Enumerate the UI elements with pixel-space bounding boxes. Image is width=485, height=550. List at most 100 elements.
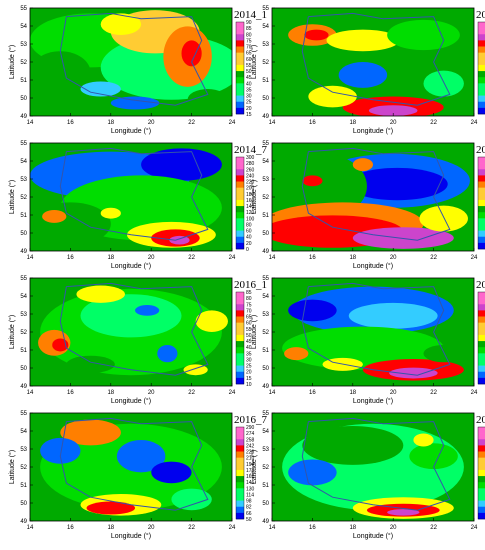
colorbar-label: 258 (246, 437, 255, 443)
colorbar-swatch (236, 83, 244, 90)
colorbar-swatch (478, 218, 485, 225)
map-field (272, 147, 470, 249)
colorbar-label: 98 (246, 499, 252, 505)
field-region (169, 235, 190, 245)
y-tick-label: 54 (262, 159, 269, 165)
colorbar-label: 100 (246, 216, 255, 222)
x-tick-label: 22 (188, 525, 195, 531)
x-tick-label: 18 (107, 525, 114, 531)
colorbar-swatch (236, 58, 244, 66)
colorbar-swatch (236, 451, 244, 458)
colorbar-swatch (478, 427, 485, 434)
colorbar-label: 140 (246, 204, 255, 210)
colorbar-label: 70 (246, 45, 252, 51)
colorbar-swatch (478, 83, 485, 90)
map-field (40, 417, 222, 516)
map-panel-2016_7: 14 16 18 20 22 24 49 50 51 52 53 54 55 Longitude (°) L… (8, 411, 268, 540)
y-tick-label: 53 (20, 447, 27, 453)
colorbar-swatch (236, 322, 244, 330)
colorbar-label: 226 (246, 450, 255, 456)
colorbar-swatch (478, 163, 485, 170)
y-tick-label: 50 (262, 231, 269, 237)
field-region (338, 62, 388, 88)
colorbar-label: 65 (246, 315, 252, 321)
field-region (419, 205, 468, 232)
y-tick-label: 50 (20, 366, 27, 372)
colorbar-swatch (236, 187, 244, 195)
colorbar-swatch (236, 52, 244, 60)
colorbar-label: 82 (246, 505, 252, 511)
x-tick-label: 20 (390, 390, 397, 396)
colorbar-swatch (478, 292, 485, 299)
colorbar-swatch (236, 199, 244, 207)
x-axis-label: Longitude (°) (111, 262, 151, 270)
x-tick-label: 24 (229, 255, 236, 261)
colorbar-swatch (236, 101, 244, 109)
colorbar-swatch (236, 304, 244, 311)
colorbar-label: 240 (246, 173, 255, 179)
x-axis-label: Longitude (°) (111, 532, 151, 540)
colorbar-swatch (236, 457, 244, 465)
y-tick-label: 54 (20, 159, 27, 165)
colorbar-swatch (236, 310, 244, 317)
colorbar-swatch (236, 236, 244, 244)
field-region (368, 105, 418, 116)
colorbar-swatch (478, 451, 485, 458)
field-region (86, 501, 136, 515)
colorbar-label: 80 (246, 222, 252, 228)
field-region (423, 344, 464, 363)
map-panel-2016_4: 14 16 18 20 22 24 49 50 51 52 53 54 55 Longitude (°) L… (250, 276, 485, 405)
colorbar-swatch (478, 95, 485, 103)
colorbar-swatch (478, 22, 485, 29)
x-tick-label: 24 (471, 390, 478, 396)
colorbar-label: 178 (246, 468, 255, 474)
x-tick-label: 18 (107, 390, 114, 396)
y-tick-label: 49 (262, 519, 269, 525)
y-tick-label: 51 (262, 483, 269, 489)
colorbar-swatch (478, 101, 485, 109)
colorbar-label: 90 (246, 20, 252, 26)
colorbar-label: 40 (246, 81, 252, 87)
field-region (60, 419, 121, 446)
colorbar-label: 75 (246, 38, 252, 44)
panel-title: 2016_7 (234, 414, 268, 426)
colorbar-label: 130 (246, 486, 255, 492)
colorbar-swatch (478, 341, 485, 348)
country-border (301, 12, 451, 106)
y-axis-label: Latitude (°) (250, 180, 258, 214)
map-panel-2016_10: 14 16 18 20 22 24 49 50 51 52 53 54 55 Longitude (°) L… (250, 411, 485, 540)
y-tick-label: 53 (262, 42, 269, 48)
colorbar-label: 40 (246, 345, 252, 351)
field-region (304, 29, 329, 41)
y-tick-label: 55 (20, 276, 27, 282)
x-axis-label: Longitude (°) (353, 532, 393, 540)
x-tick-label: 16 (67, 120, 74, 126)
panel-title: 2016_1 (234, 279, 267, 291)
colorbar-label: 50 (246, 333, 252, 339)
x-axis-label: Longitude (°) (353, 262, 393, 270)
map-field (30, 10, 232, 111)
y-tick-label: 53 (20, 177, 27, 183)
field-region (346, 167, 448, 201)
colorbar-swatch (478, 371, 485, 379)
colorbar-swatch (478, 322, 485, 330)
colorbar-label: 55 (246, 327, 252, 333)
colorbar-label: 120 (246, 210, 255, 216)
map-field (282, 282, 464, 381)
y-tick-label: 50 (20, 231, 27, 237)
colorbar-swatch (236, 371, 244, 379)
y-tick-label: 49 (20, 519, 27, 525)
colorbar-label: 60 (246, 57, 252, 63)
y-tick-label: 50 (20, 501, 27, 507)
field-region (171, 488, 212, 511)
panel-title: 2014_10 (476, 144, 485, 156)
map-panel-2014_7: 14 16 18 20 22 24 49 50 51 52 53 54 55 Longitude (°) L… (8, 141, 268, 270)
y-tick-label: 52 (262, 60, 269, 66)
x-tick-label: 16 (309, 120, 316, 126)
colorbar-swatch (236, 476, 244, 483)
x-tick-label: 22 (430, 390, 437, 396)
colorbar-swatch (478, 445, 485, 452)
x-tick-label: 22 (430, 255, 437, 261)
colorbar-label: 50 (246, 69, 252, 75)
colorbar-swatch (236, 347, 244, 354)
